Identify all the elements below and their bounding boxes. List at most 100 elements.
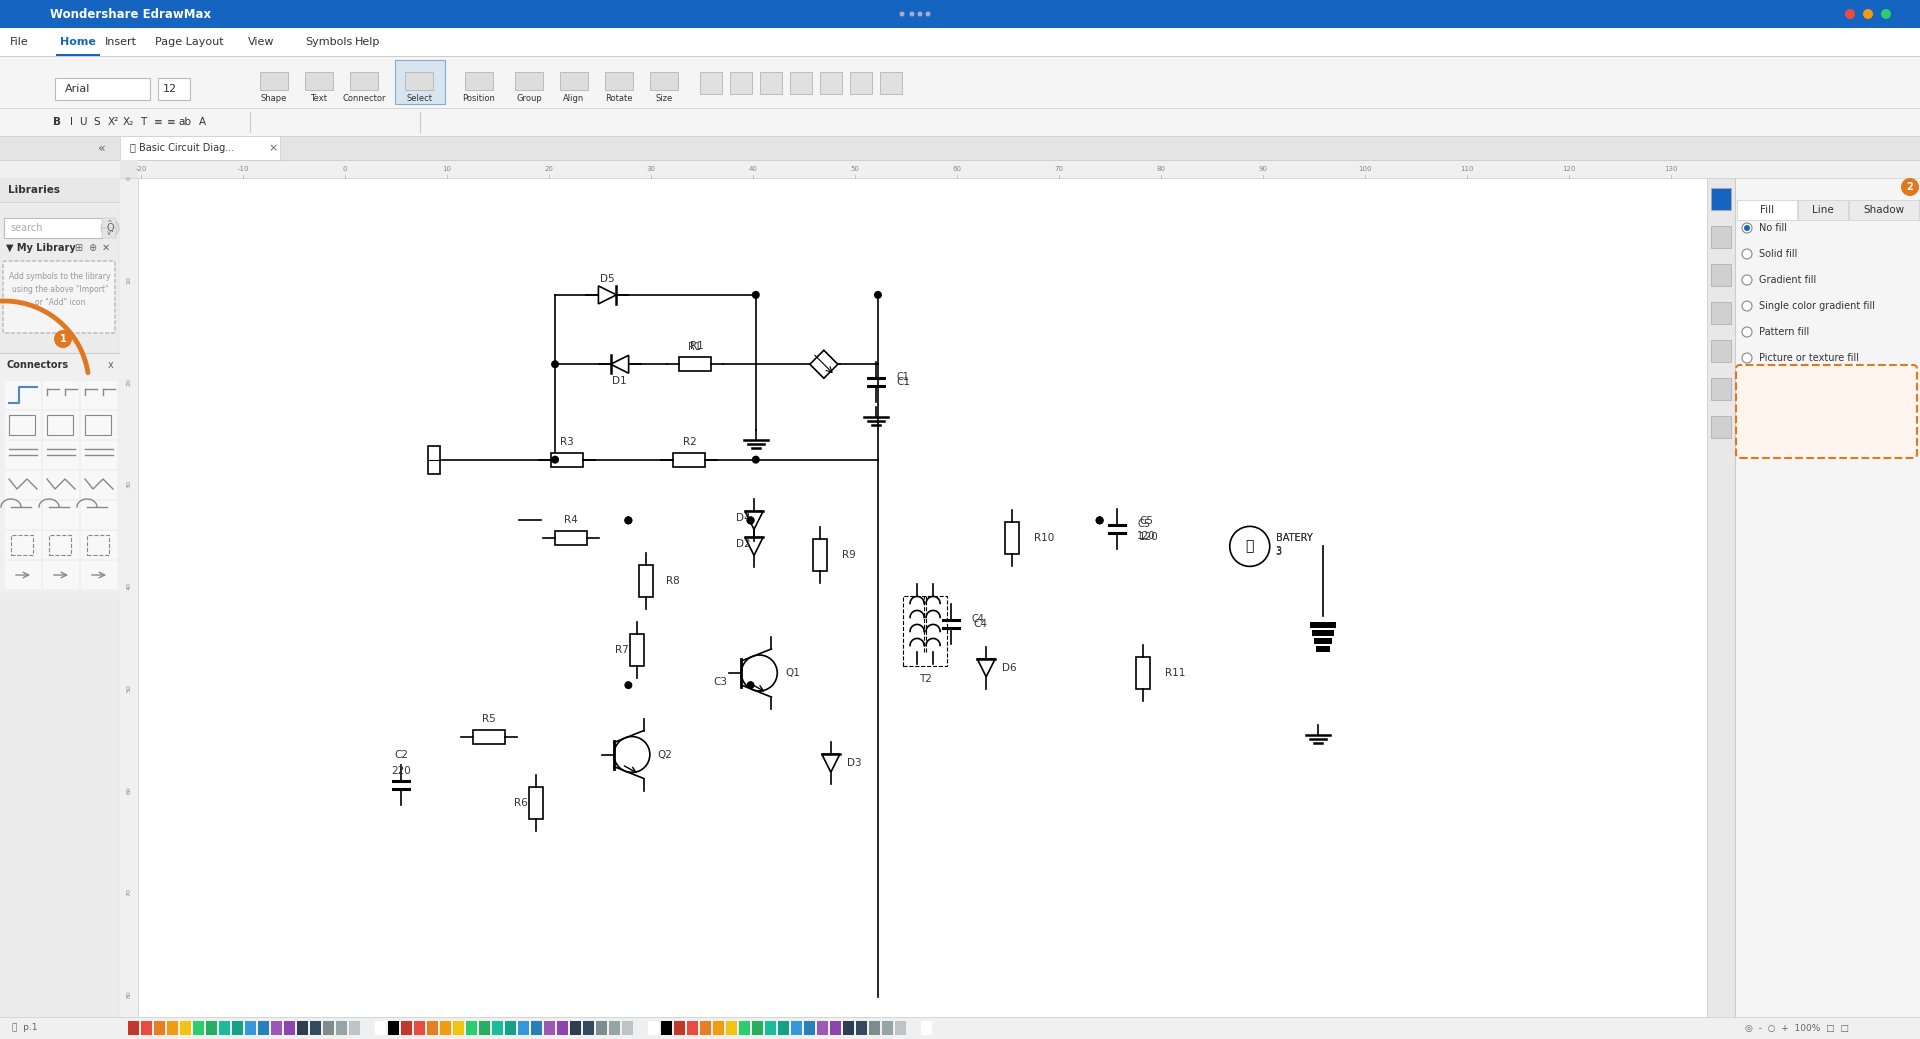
Circle shape (1882, 9, 1891, 19)
Bar (789, 72, 812, 94)
Circle shape (1741, 301, 1751, 311)
Text: Select: Select (405, 94, 432, 103)
Text: D2: D2 (735, 539, 751, 550)
Bar (194, 1021, 204, 1035)
Polygon shape (822, 754, 839, 772)
Text: C1: C1 (897, 372, 908, 381)
Bar (818, 1021, 828, 1035)
Bar (81, 441, 117, 469)
Text: 📄 Basic Circuit Diag...: 📄 Basic Circuit Diag... (131, 143, 234, 153)
Bar (467, 1021, 476, 1035)
Bar (879, 72, 902, 94)
Text: D5: D5 (601, 274, 614, 284)
Bar (56, 78, 150, 100)
Text: «: « (98, 141, 106, 155)
Text: B: B (54, 117, 61, 127)
Bar (881, 1021, 893, 1035)
Bar (1711, 302, 1732, 324)
Bar (10, 415, 35, 435)
Circle shape (874, 291, 881, 299)
Text: File: File (10, 37, 29, 47)
Text: ⊞: ⊞ (75, 243, 83, 254)
Bar (129, 1021, 138, 1035)
Bar (505, 1021, 516, 1035)
Bar (323, 1021, 334, 1035)
Bar (543, 1021, 555, 1035)
Text: ab: ab (179, 117, 192, 127)
FancyBboxPatch shape (1736, 365, 1916, 458)
Circle shape (1741, 249, 1751, 259)
Bar (465, 72, 493, 90)
Text: R3: R3 (561, 436, 574, 447)
Text: ≡: ≡ (167, 117, 175, 127)
Bar (336, 1021, 348, 1035)
Text: ≡: ≡ (154, 117, 163, 127)
Text: 70: 70 (127, 888, 131, 896)
Bar (81, 471, 117, 499)
Text: 30: 30 (647, 166, 655, 172)
Text: C3: C3 (714, 676, 728, 687)
Bar (81, 411, 117, 439)
Bar (674, 1021, 685, 1035)
Bar (518, 1021, 530, 1035)
Polygon shape (611, 355, 628, 373)
Bar (81, 531, 117, 559)
Text: 3: 3 (1275, 547, 1283, 557)
Bar (232, 1021, 244, 1035)
Bar (271, 1021, 282, 1035)
Bar (140, 1021, 152, 1035)
Bar (349, 72, 378, 90)
Bar (6, 471, 40, 499)
Bar (388, 1021, 399, 1035)
Text: 📄  p.1: 📄 p.1 (12, 1023, 38, 1033)
Text: Align: Align (563, 94, 584, 103)
Circle shape (551, 361, 559, 368)
Bar (649, 1021, 659, 1035)
Bar (843, 1021, 854, 1035)
Bar (609, 1021, 620, 1035)
Bar (739, 1021, 751, 1035)
Circle shape (1096, 516, 1104, 525)
Text: -20: -20 (134, 166, 146, 172)
Bar (678, 357, 710, 371)
Text: or "Add" icon: or "Add" icon (35, 297, 84, 307)
Text: Libraries: Libraries (8, 185, 60, 195)
Bar (121, 178, 138, 1017)
Text: x: x (108, 359, 113, 370)
Text: Fill: Fill (1761, 205, 1774, 215)
Bar (0, 178, 121, 202)
Text: BATERY: BATERY (1275, 533, 1313, 543)
Text: Group: Group (516, 94, 541, 103)
Text: 100: 100 (1357, 166, 1371, 172)
Bar (1711, 378, 1732, 400)
Text: Q: Q (106, 223, 113, 233)
Text: Q2: Q2 (659, 749, 672, 760)
Bar (1797, 199, 1847, 220)
Text: 20: 20 (127, 378, 131, 385)
Text: T: T (140, 117, 146, 127)
Text: 2: 2 (1907, 182, 1914, 192)
Bar (1711, 188, 1732, 210)
Bar (726, 1021, 737, 1035)
Bar (651, 72, 678, 90)
Text: C1: C1 (897, 376, 910, 387)
Bar (12, 535, 33, 555)
Text: ＋: ＋ (1246, 539, 1254, 554)
Text: Gradient fill: Gradient fill (1759, 275, 1816, 285)
Bar (0, 178, 121, 1017)
Text: search: search (10, 223, 42, 233)
Text: X₂: X₂ (123, 117, 134, 127)
Bar (56, 54, 100, 56)
Text: ^: ^ (106, 220, 111, 227)
Bar (791, 1021, 803, 1035)
Bar (1707, 178, 1736, 1017)
Polygon shape (599, 286, 616, 303)
Bar (42, 441, 79, 469)
Bar (636, 1021, 645, 1035)
Bar (81, 561, 117, 589)
Text: ⊕: ⊕ (88, 243, 96, 254)
Bar (81, 381, 117, 409)
Bar (701, 1021, 710, 1035)
Bar (1137, 657, 1150, 689)
Text: Arial: Arial (65, 84, 90, 94)
